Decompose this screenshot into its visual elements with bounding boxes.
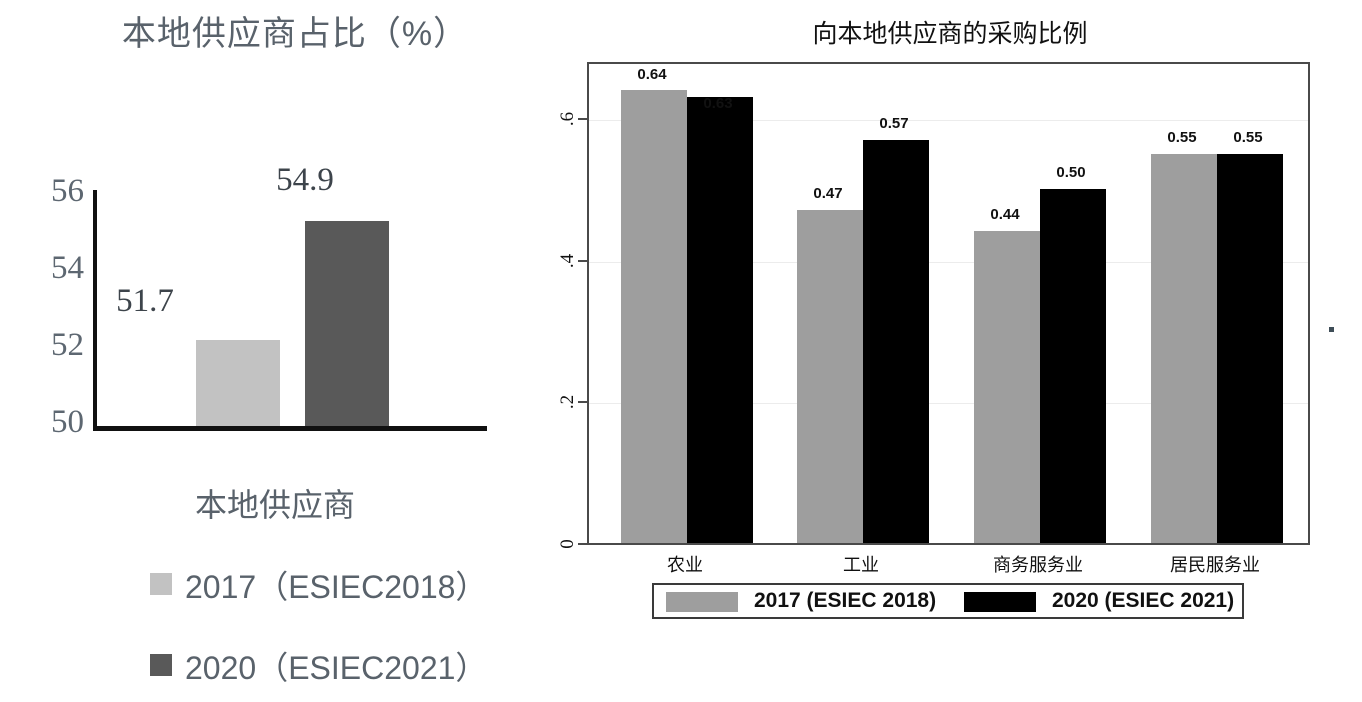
left-ytick-52: 52 [51, 327, 84, 363]
right-plot-frame [587, 62, 1310, 545]
left-bar-2020 [305, 221, 389, 426]
right-category-industry: 工业 [843, 555, 879, 575]
right-gridline-0.4 [589, 262, 1308, 263]
stray-mark-dot [1329, 327, 1334, 332]
left-legend-swatch-2017 [150, 573, 172, 595]
right-legend-box: 2017 (ESIEC 2018) 2020 (ESIEC 2021) [652, 583, 1244, 619]
right-bar-2017-business-services [974, 231, 1040, 543]
left-y-axis-line [93, 190, 97, 430]
right-category-business-services: 商务服务业 [993, 555, 1083, 575]
right-value-2017-business-services: 0.44 [990, 206, 1020, 223]
left-legend-label-2020: 2020（ESIEC2021） [185, 650, 488, 686]
right-ytick-label-06: .6 [557, 111, 578, 127]
right-bar-2020-business-services [1040, 189, 1106, 543]
right-legend-swatch-2017 [666, 592, 738, 612]
right-gridline-0.6 [589, 120, 1308, 121]
right-gridline-0.2 [589, 403, 1308, 404]
right-bar-2020-agriculture [687, 97, 753, 543]
left-chart-panel: 本地供应商占比（%） 56 54 52 50 51.7 54.9 本地供应商 2… [0, 0, 560, 702]
left-bar-value-2020: 54.9 [276, 162, 334, 198]
right-ytick-mark-0 [578, 543, 587, 545]
left-ytick-56: 56 [51, 173, 84, 209]
right-legend-swatch-2020 [964, 592, 1036, 612]
right-value-2020-industry: 0.57 [879, 115, 909, 132]
right-value-2017-agriculture: 0.64 [637, 66, 667, 83]
right-ytick-mark-06 [578, 118, 587, 120]
right-category-resident-services: 居民服务业 [1170, 555, 1260, 575]
right-ytick-mark-04 [578, 260, 587, 262]
right-bar-2017-industry [797, 210, 863, 543]
right-value-2020-agriculture: 0.63 [703, 95, 733, 112]
right-legend-label-2017: 2017 (ESIEC 2018) [754, 589, 937, 612]
left-bar-value-2017: 51.7 [116, 283, 174, 319]
left-chart-title: 本地供应商占比（%） [121, 15, 469, 53]
right-chart-title: 向本地供应商的采购比例 [812, 20, 1088, 48]
left-legend-title: 本地供应商 [194, 487, 355, 523]
right-category-agriculture: 农业 [667, 555, 703, 575]
left-legend-label-2017: 2017（ESIEC2018） [185, 569, 488, 605]
right-value-2020-business-services: 0.50 [1056, 164, 1086, 181]
left-bar-2017 [196, 340, 280, 426]
right-ytick-label-02: .2 [557, 394, 578, 410]
left-ytick-50: 50 [51, 404, 84, 440]
left-x-axis-line [93, 426, 487, 431]
right-value-2020-resident-services: 0.55 [1233, 129, 1263, 146]
right-bar-2017-agriculture [621, 90, 687, 543]
right-legend-label-2020: 2020 (ESIEC 2021) [1052, 589, 1235, 612]
right-ytick-label-04: .4 [557, 253, 578, 269]
right-value-2017-resident-services: 0.55 [1167, 129, 1197, 146]
left-plot-area [93, 190, 487, 426]
right-value-2017-industry: 0.47 [813, 185, 843, 202]
right-bar-2020-industry [863, 140, 929, 543]
left-legend-swatch-2020 [150, 654, 172, 676]
right-bar-2017-resident-services [1151, 154, 1217, 543]
right-bar-2020-resident-services [1217, 154, 1283, 543]
right-ytick-label-0: 0 [557, 539, 578, 549]
right-ytick-mark-02 [578, 401, 587, 403]
left-ytick-54: 54 [51, 250, 84, 286]
